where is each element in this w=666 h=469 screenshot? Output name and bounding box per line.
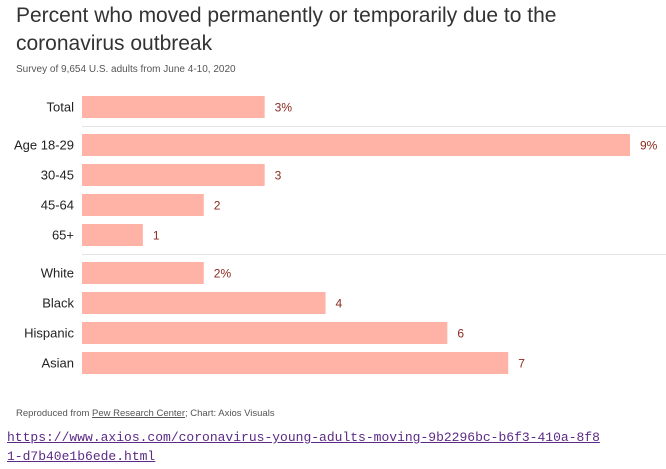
- category-label: 45-64: [41, 198, 74, 213]
- source-link[interactable]: Pew Research Center: [92, 408, 185, 419]
- category-label: 65+: [52, 228, 74, 243]
- chart-subtitle: Survey of 9,654 U.S. adults from June 4-…: [16, 64, 236, 75]
- category-label: 30-45: [41, 168, 74, 183]
- category-label: Hispanic: [24, 326, 74, 341]
- category-label: Age 18-29: [14, 138, 74, 153]
- article-url-link[interactable]: https://www.axios.com/coronavirus-young-…: [7, 430, 600, 464]
- bar: [82, 292, 326, 314]
- value-label: 1: [153, 229, 160, 243]
- bar: [82, 164, 265, 186]
- chart-title: Percent who moved permanently or tempora…: [16, 4, 557, 55]
- value-label: 2: [214, 199, 221, 213]
- value-label: 4: [336, 297, 343, 311]
- value-label: 3: [275, 169, 282, 183]
- value-label: 2%: [214, 267, 232, 281]
- bar: [82, 322, 448, 344]
- category-label: Total: [47, 100, 75, 115]
- value-label: 6: [457, 327, 464, 341]
- value-label: 7: [518, 357, 525, 371]
- bar-chart: Total 3% Age 18-29 9% 30-45 3 45-64 2 65+ 1 White 2…: [14, 96, 666, 374]
- category-label: Black: [42, 296, 74, 311]
- value-label: 3%: [275, 101, 293, 115]
- category-label: Asian: [41, 356, 74, 371]
- value-label: 9%: [640, 139, 658, 153]
- bar: [82, 224, 143, 246]
- source-suffix: ; Chart: Axios Visuals: [184, 408, 275, 419]
- bar: [82, 262, 204, 284]
- category-label: White: [41, 266, 74, 281]
- bar: [82, 352, 509, 374]
- bar: [82, 96, 265, 118]
- bar: [82, 194, 204, 216]
- bar: [82, 134, 630, 156]
- source-prefix: Reproduced from: [16, 408, 93, 419]
- source-credit: Reproduced from Pew Research Center; Cha…: [16, 408, 275, 419]
